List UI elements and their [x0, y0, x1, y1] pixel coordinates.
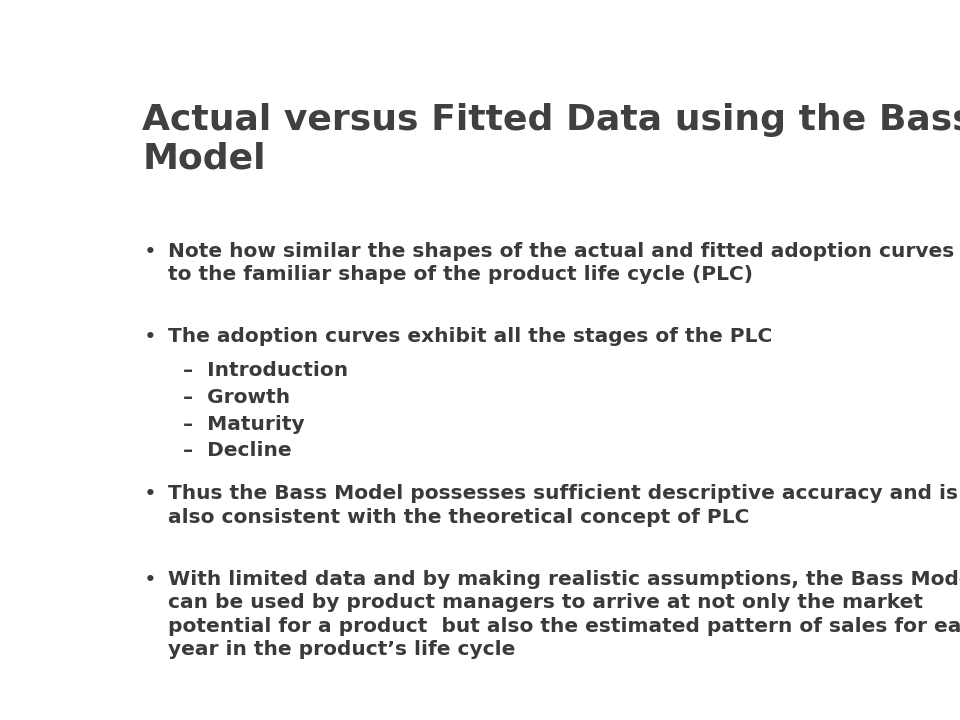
Text: –  Growth: – Growth — [183, 388, 290, 407]
Text: Thus the Bass Model possesses sufficient descriptive accuracy and is
also consis: Thus the Bass Model possesses sufficient… — [168, 485, 958, 527]
Text: –  Maturity: – Maturity — [183, 415, 305, 433]
Text: •: • — [143, 485, 156, 505]
Text: –  Introduction: – Introduction — [183, 361, 348, 380]
Text: –  Decline: – Decline — [183, 441, 292, 460]
Text: •: • — [143, 242, 156, 261]
Text: The adoption curves exhibit all the stages of the PLC: The adoption curves exhibit all the stag… — [168, 327, 773, 346]
Text: •: • — [143, 570, 156, 590]
Text: With limited data and by making realistic assumptions, the Bass Model
can be use: With limited data and by making realisti… — [168, 570, 960, 660]
Text: Note how similar the shapes of the actual and fitted adoption curves are
to the : Note how similar the shapes of the actua… — [168, 242, 960, 284]
Text: Actual versus Fitted Data using the Bass
Model: Actual versus Fitted Data using the Bass… — [142, 103, 960, 175]
Text: •: • — [143, 327, 156, 347]
